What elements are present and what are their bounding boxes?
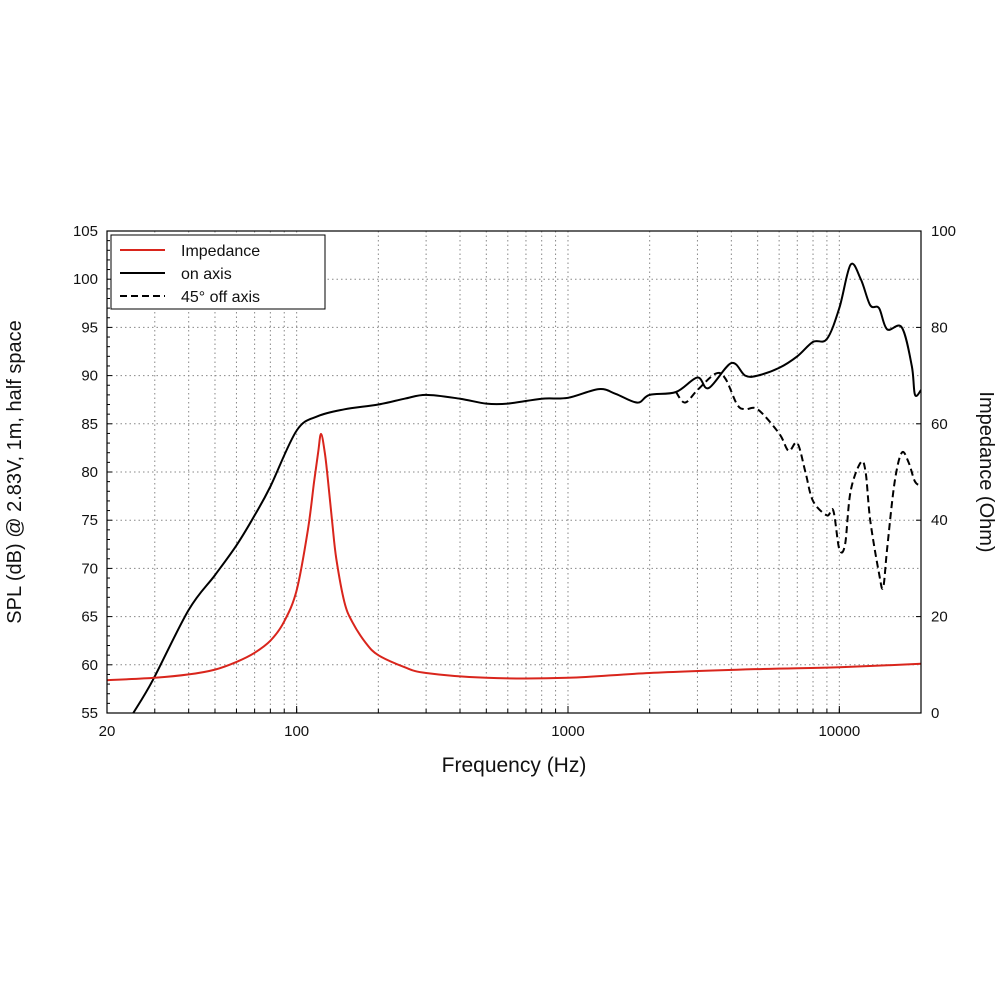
on-axis-curve	[132, 262, 922, 714]
y2-tick-label: 60	[931, 416, 948, 433]
y2-axis-label: Impedance (Ohm)	[975, 391, 997, 552]
y-tick-label: 70	[81, 560, 98, 577]
y-tick-label: 100	[73, 271, 98, 288]
impedance-curve	[106, 432, 922, 682]
y-tick-label: 105	[73, 223, 98, 240]
y2-tick-label: 100	[931, 223, 956, 240]
x-tick-label: 10000	[818, 723, 860, 740]
y-tick-label: 75	[81, 512, 98, 529]
x-tick-label: 1000	[551, 723, 584, 740]
y-axis-label: SPL (dB) @ 2.83V, 1m, half space	[4, 320, 26, 623]
legend-label-on-axis: on axis	[181, 266, 232, 283]
grid	[107, 231, 921, 713]
y2-tick-label: 80	[931, 319, 948, 336]
y-tick-label: 80	[81, 464, 98, 481]
legend-label-impedance: Impedance	[181, 243, 260, 260]
legend: Impedance on axis 45° off axis	[110, 234, 326, 310]
y2-tick-label: 0	[931, 705, 939, 722]
y-tick-label: 85	[81, 416, 98, 433]
y2-tick-label: 20	[931, 609, 948, 626]
legend-label-off-axis: 45° off axis	[181, 289, 260, 306]
y-tick-label: 55	[81, 705, 98, 722]
off-axis-curve	[675, 371, 922, 590]
y-tick-label: 90	[81, 368, 98, 385]
x-axis-label: Frequency (Hz)	[442, 754, 587, 777]
y-tick-label: 60	[81, 657, 98, 674]
y-tick-label: 95	[81, 319, 98, 336]
x-tick-label: 100	[284, 723, 309, 740]
y-tick-label: 65	[81, 609, 98, 626]
x-tick-label: 20	[99, 723, 116, 740]
curves	[106, 262, 922, 714]
ticks: 55 60 65 70 75 80 85 90 95 100 105 0 20 40 60 80 100 20 10…	[73, 223, 956, 740]
y2-tick-label: 40	[931, 512, 948, 529]
